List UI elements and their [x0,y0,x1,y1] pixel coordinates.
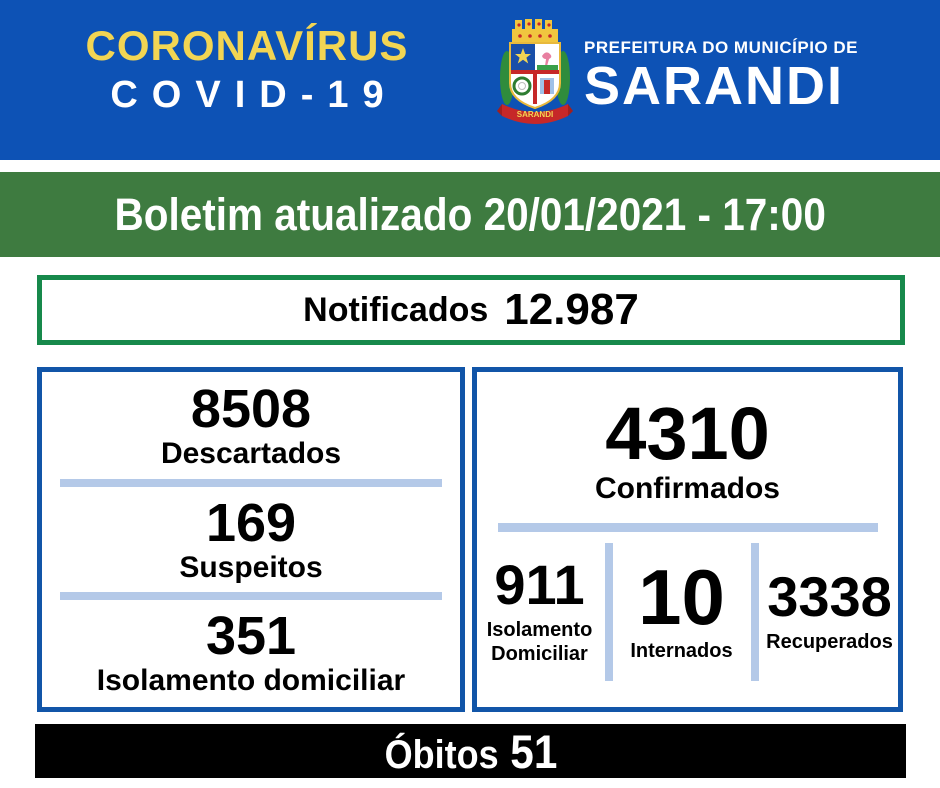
suspeitos-value: 169 [205,492,297,553]
isolamento-domiciliar-stat: 911 Isolamento Domiciliar [477,557,603,666]
municipality-brand: SARANDI PREFEITURA DO MUNICÍPIO DE SARAN… [496,16,858,134]
isolamento-label: Isolamento domiciliar [96,664,406,698]
org-name-line1: PREFEITURA DO MUNICÍPIO DE [584,37,858,57]
recuperados-value: 3338 [767,565,892,629]
title-block: CORONAVÍRUS COVID-19 [52,22,442,117]
confirmados-value: 4310 [605,392,770,476]
label-line2: Domiciliar [491,643,588,666]
notified-label: Notificados [303,290,489,329]
org-name-line2: SARANDI [584,55,845,116]
descartados-value: 8508 [190,379,312,440]
right-stats-panel: 4310 Confirmados 911 Isolamento Domicili… [472,367,903,712]
notified-box: Notificados 12.987 [37,275,905,345]
covid19-subtitle: COVID-19 [110,74,398,117]
header: CORONAVÍRUS COVID-19 [0,0,940,160]
deaths-bar: Óbitos 51 [35,724,906,778]
logo-ribbon-text: SARANDI [517,110,553,119]
recuperados-stat: 3338 Recuperados [761,569,899,654]
bulletin-updated-text: Boletim atualizado 20/01/2021 - 17:00 [114,188,826,240]
vertical-divider [604,542,613,681]
left-stats-panel: 8508 Descartados 169 Suspeitos 351 Isola… [37,367,465,712]
recuperados-label: Recuperados [766,631,893,654]
deaths-text: Óbitos 51 [384,724,557,779]
confirmados-label: Confirmados [594,472,780,506]
divider [497,522,878,532]
bulletin-updated-bar: Boletim atualizado 20/01/2021 - 17:00 [0,172,940,257]
label-line1: Isolamento [486,619,593,642]
notified-value: 12.987 [504,285,639,334]
isolamento-domiciliar-value: 911 [494,553,585,617]
internados-stat: 10 Internados [615,553,749,663]
divider [60,478,442,487]
vertical-divider [750,542,759,681]
suspeitos-label: Suspeitos [179,550,323,584]
isolamento-value: 351 [205,606,297,667]
isolamento-domiciliar-label: Isolamento Domiciliar [487,618,593,666]
divider [60,592,442,601]
deaths-label: Óbitos [384,732,499,777]
internados-label: Internados [630,640,733,663]
sub-stats-row: 911 Isolamento Domiciliar 10 Internados … [477,542,899,682]
coronavirus-title: CORONAVÍRUS [85,22,409,69]
internados-value: 10 [638,553,725,642]
org-name-block: PREFEITURA DO MUNICÍPIO DE SARANDI [584,38,858,113]
sarandi-coat-of-arms-icon: SARANDI [497,19,573,124]
deaths-value: 51 [509,724,557,778]
descartados-label: Descartados [160,437,342,471]
